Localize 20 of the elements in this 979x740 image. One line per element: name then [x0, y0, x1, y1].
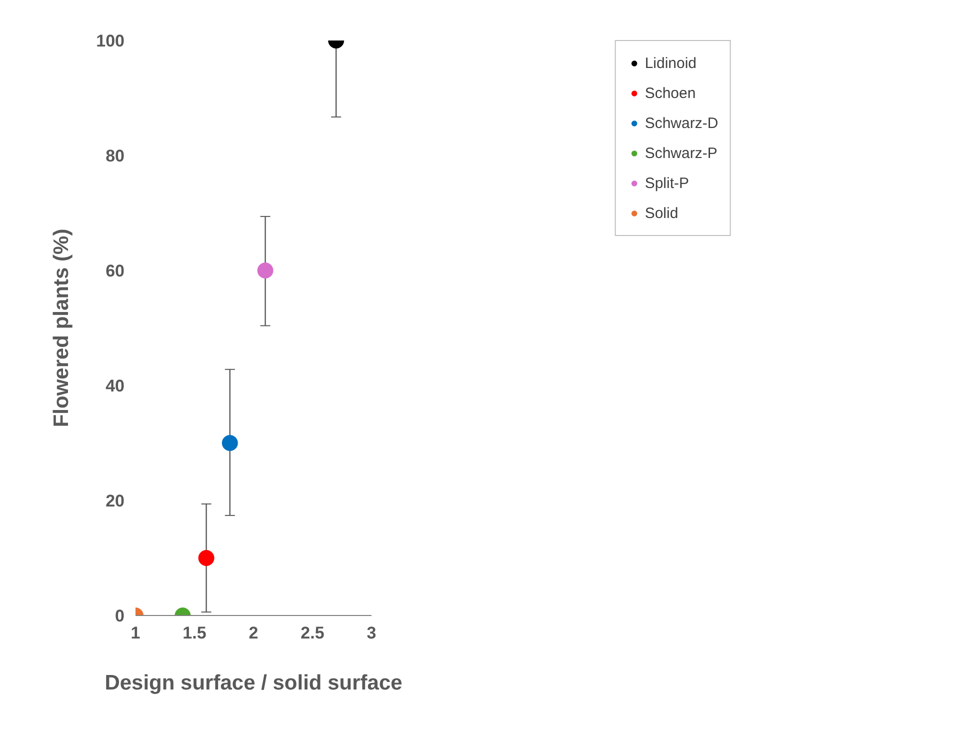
point — [257, 262, 274, 278]
y-axis-title: Flowered plants (%) — [50, 228, 74, 428]
x-tick-label: 2.5 — [300, 624, 324, 642]
y-tick-label: 60 — [106, 262, 125, 280]
legend-label: Solid — [644, 204, 678, 222]
legend-label: Schwarz-P — [644, 144, 718, 162]
y-tick-label: 20 — [106, 492, 125, 510]
x-tick-label: 1 — [130, 624, 140, 642]
y-tick-label: 40 — [106, 376, 125, 396]
legend-label: Schwarz-D — [644, 114, 718, 132]
legend-label: Schoen — [644, 84, 696, 102]
x-tick-label: 1.5 — [182, 624, 206, 642]
legend-label: Split-P — [644, 174, 690, 192]
x-tick-label: 2 — [248, 624, 258, 642]
y-tick-label: 80 — [106, 146, 125, 166]
x-tick-label: 3 — [366, 624, 376, 642]
y-tick-label: 0 — [115, 606, 125, 626]
x-axis-title: Design surface / solid surface — [104, 672, 402, 694]
y-tick-label: 100 — [96, 32, 125, 50]
legend-label: Lidinoid — [644, 54, 697, 72]
